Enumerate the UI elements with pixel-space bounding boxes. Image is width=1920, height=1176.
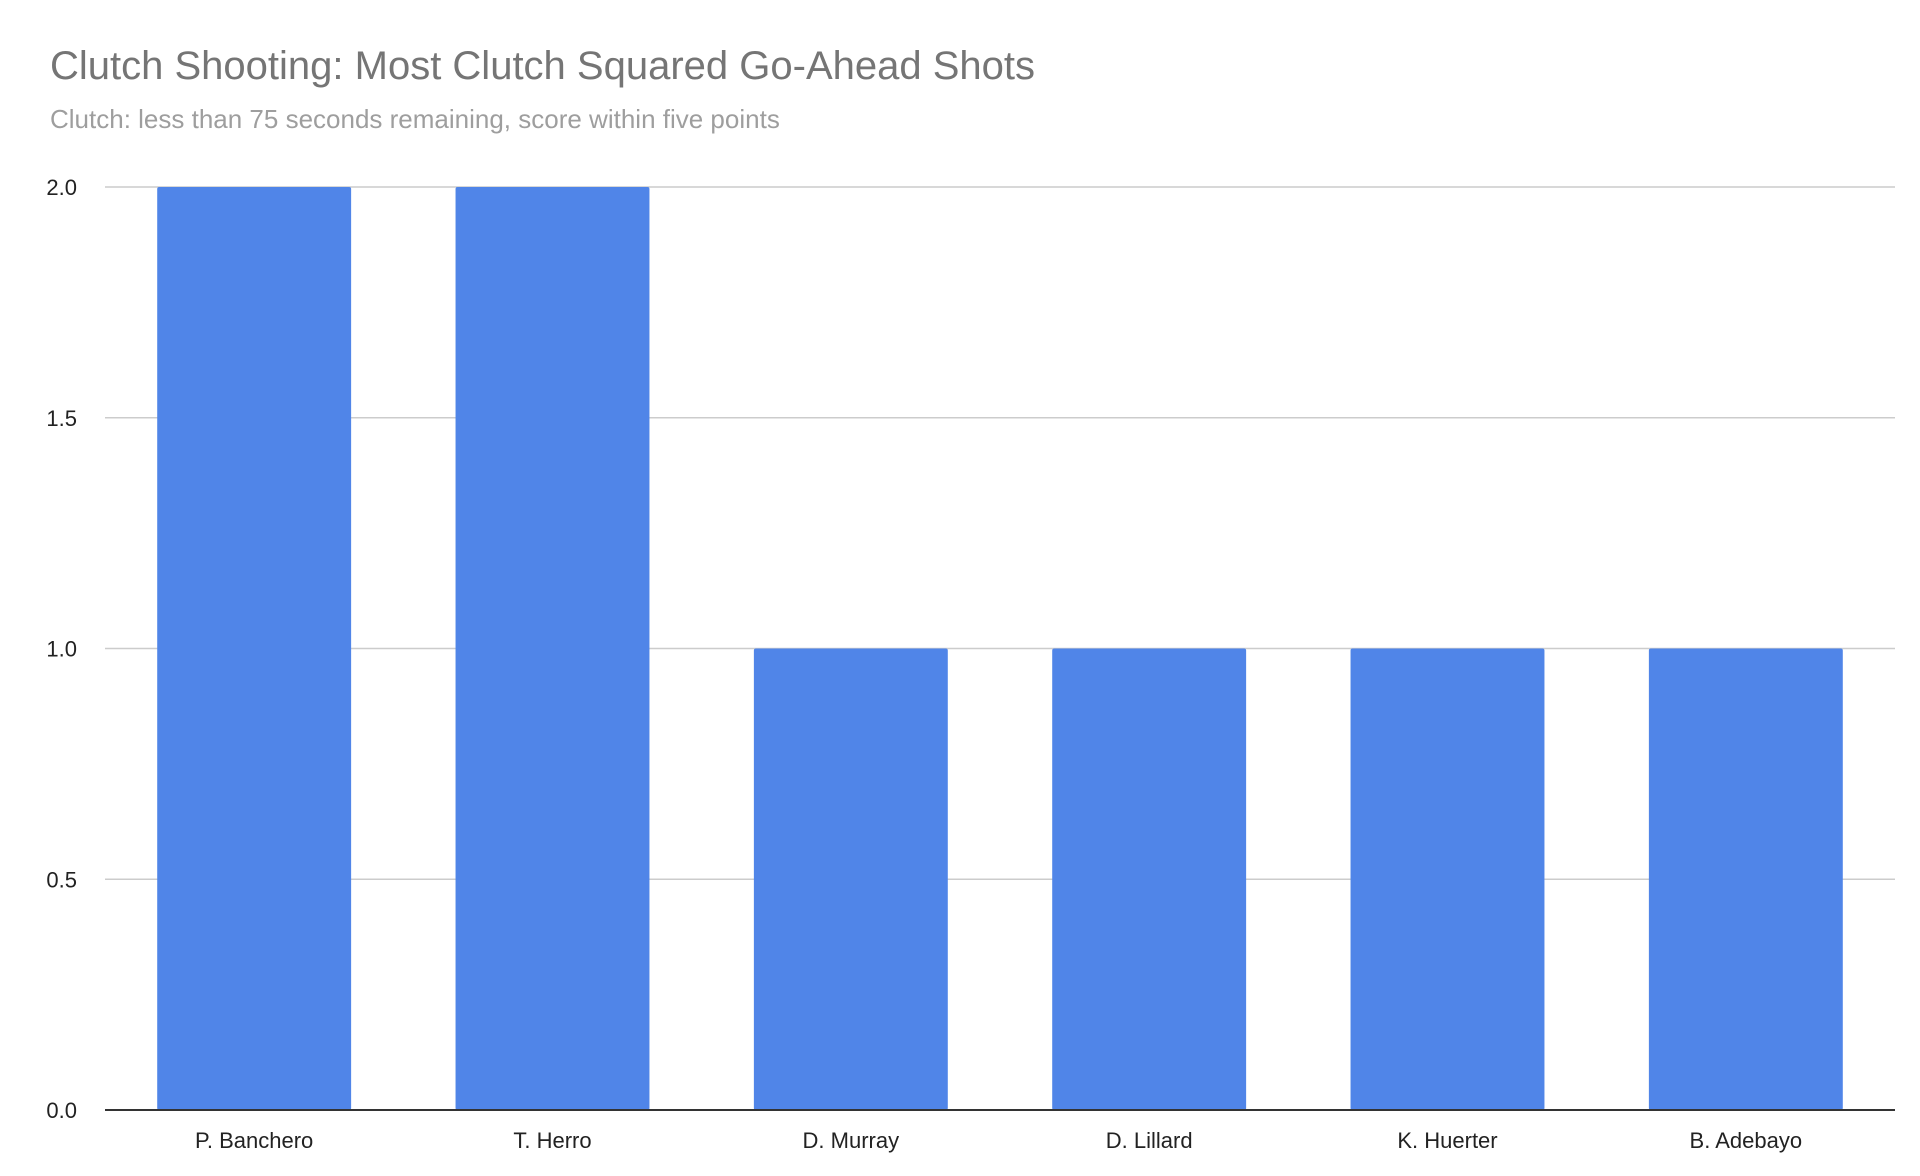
bar	[455, 187, 650, 1110]
x-tick-label: T. Herro	[513, 1128, 591, 1153]
x-tick-label: B. Adebayo	[1690, 1128, 1803, 1153]
bar	[157, 187, 352, 1110]
gridlines	[105, 186, 1895, 880]
x-tick-label: K. Huerter	[1397, 1128, 1497, 1153]
x-axis-tick-labels: P. Banchero T. Herro D. Murray D. Lillard K.…	[195, 1128, 1802, 1153]
chart-subtitle: Clutch: less than 75 seconds remaining, …	[50, 104, 780, 134]
x-tick-label: D. Lillard	[1106, 1128, 1193, 1153]
bar	[753, 648, 948, 1110]
y-tick-label: 0.0	[46, 1098, 77, 1123]
x-tick-label: D. Murray	[803, 1128, 900, 1153]
bar	[1648, 648, 1843, 1110]
bars	[157, 187, 1843, 1110]
chart-title: Clutch Shooting: Most Clutch Squared Go-…	[50, 44, 1035, 88]
y-tick-label: 2.0	[46, 175, 77, 200]
x-tick-label: P. Banchero	[195, 1128, 313, 1153]
y-tick-label: 1.5	[46, 406, 77, 431]
bar	[1052, 648, 1247, 1110]
y-axis-tick-labels: 0.0 0.5 1.0 1.5 2.0	[46, 175, 77, 1123]
y-tick-label: 0.5	[46, 867, 77, 892]
y-tick-label: 1.0	[46, 637, 77, 662]
bar	[1350, 648, 1545, 1110]
